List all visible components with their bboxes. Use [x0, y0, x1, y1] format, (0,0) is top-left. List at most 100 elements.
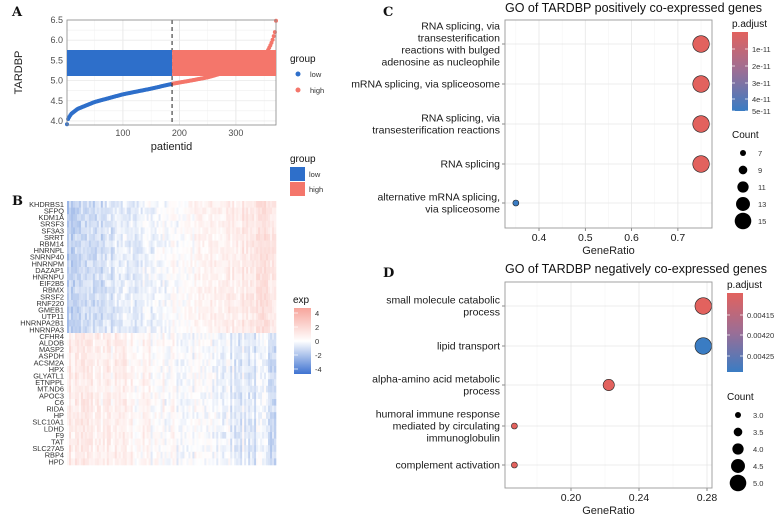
heatmap-cell	[190, 399, 193, 406]
heatmap-cell	[192, 267, 195, 274]
heatmap-cell	[230, 227, 233, 235]
heatmap-cell	[90, 214, 94, 222]
heatmap-cell	[80, 405, 84, 413]
heatmap-cell	[164, 385, 167, 393]
heatmap-cell	[116, 405, 120, 413]
heatmap-cell	[176, 352, 179, 360]
heatmap-cell	[172, 247, 175, 255]
heatmap-cell	[88, 234, 92, 241]
heatmap-cell	[138, 366, 141, 373]
count-legend-key	[731, 459, 745, 473]
heatmap-cell	[224, 372, 227, 380]
heatmap-cell	[144, 319, 147, 327]
heatmap-cell	[212, 201, 215, 208]
heatmap-cell	[176, 306, 179, 314]
heatmap-cell	[260, 399, 263, 406]
heatmap-cell	[154, 313, 157, 321]
heatmap-cell	[202, 306, 205, 314]
heatmap-cell	[210, 445, 213, 453]
heatmap-cell	[118, 220, 122, 228]
heatmap-cell	[234, 214, 237, 222]
heatmap-cell	[260, 220, 263, 228]
heatmap-cell	[160, 326, 163, 334]
heatmap-cell	[214, 286, 217, 294]
heatmap-cell	[188, 359, 191, 367]
heatmap-cell	[272, 240, 275, 248]
heatmap-cell	[176, 445, 179, 453]
heatmap-cell	[242, 392, 245, 400]
heatmap-cell	[96, 412, 100, 420]
heatmap-cell	[124, 379, 128, 387]
heatmap-cell	[260, 326, 263, 334]
heatmap-cell	[128, 267, 131, 274]
heatmap-cell	[274, 339, 277, 347]
heatmap-cell	[236, 313, 239, 321]
heatmap-cell	[250, 220, 253, 228]
heatmap-cell	[152, 412, 155, 420]
heatmap-cell	[218, 405, 221, 413]
heatmap-cell	[90, 207, 94, 215]
heatmap-cell	[160, 240, 163, 248]
heatmap-cell	[67, 313, 70, 321]
heatmap-cell	[156, 346, 159, 354]
heatmap-cell	[67, 207, 70, 215]
heatmap-cell	[234, 234, 237, 241]
heatmap-cell	[148, 399, 151, 406]
heatmap-cell	[154, 201, 157, 208]
heatmap-cell	[110, 326, 114, 334]
heatmap-cell	[198, 207, 201, 215]
heatmap-cell	[248, 438, 251, 446]
heatmap-cell	[226, 286, 229, 294]
heatmap-cell	[78, 280, 82, 288]
heatmap-cell	[70, 247, 74, 255]
heatmap-cell	[206, 214, 209, 222]
heatmap-cell	[232, 412, 235, 420]
heatmap-cell	[152, 273, 155, 281]
heatmap-cell	[210, 399, 213, 406]
heatmap-cell	[104, 201, 108, 208]
heatmap-cell	[82, 366, 86, 373]
heatmap-cell	[78, 385, 82, 393]
heatmap-cell	[152, 399, 155, 406]
heatmap-cell	[164, 260, 167, 268]
heatmap-cell	[92, 300, 96, 307]
heatmap-cell	[146, 326, 149, 334]
heatmap-cell	[274, 260, 277, 268]
heatmap-cell	[170, 438, 173, 446]
heatmap-cell	[100, 359, 104, 367]
exp-tick-label: 2	[315, 323, 319, 332]
heatmap-cell	[80, 319, 84, 327]
heatmap-cell	[146, 240, 149, 248]
heatmap-cell	[150, 201, 153, 208]
legend-label: low	[309, 170, 321, 179]
heatmap-cell	[76, 405, 80, 413]
heatmap-cell	[234, 220, 237, 228]
heatmap-cell	[252, 227, 255, 235]
heatmap-cell	[228, 260, 231, 268]
heatmap-cell	[218, 313, 221, 321]
heatmap-cell	[84, 273, 88, 281]
heatmap-cell	[78, 306, 82, 314]
heatmap-cell	[67, 333, 70, 340]
heatmap-cell	[180, 379, 183, 387]
heatmap-cell	[200, 234, 203, 241]
heatmap-cell	[96, 385, 100, 393]
heatmap-cell	[104, 267, 108, 274]
heatmap-cell	[86, 267, 90, 274]
heatmap-cell	[230, 247, 233, 255]
heatmap-cell	[152, 445, 155, 453]
heatmap-cell	[108, 227, 112, 235]
heatmap-cell	[110, 412, 114, 420]
heatmap-cell	[212, 385, 215, 393]
heatmap-cell	[254, 319, 257, 327]
heatmap-cell	[210, 451, 213, 459]
heatmap-cell	[222, 306, 225, 314]
heatmap-cell	[216, 220, 219, 228]
heatmap-cell	[200, 300, 203, 307]
heatmap-cell	[112, 405, 116, 413]
heatmap-cell	[212, 432, 215, 439]
heatmap-cell	[270, 227, 273, 235]
heatmap-cell	[204, 273, 207, 281]
heatmap-cell	[146, 214, 149, 222]
